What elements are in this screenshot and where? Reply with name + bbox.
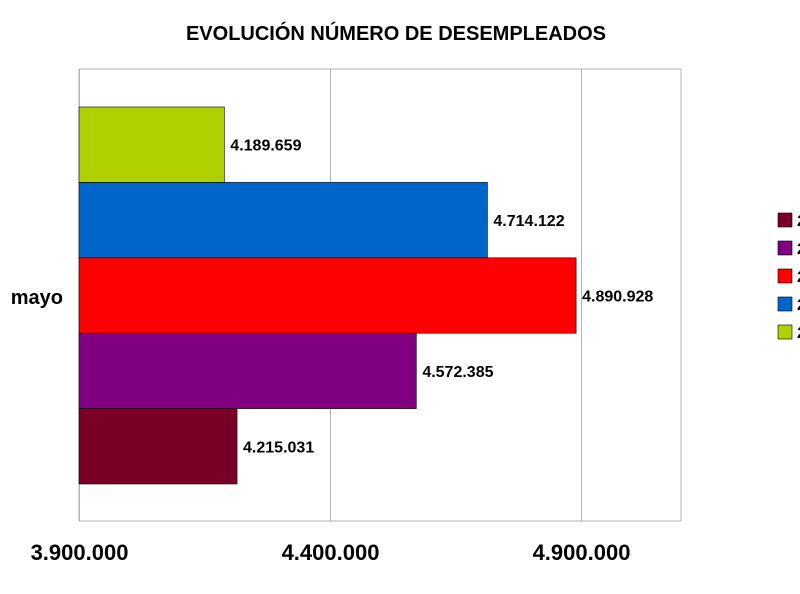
legend-label: 2	[797, 241, 800, 258]
bar	[78, 332, 417, 409]
x-axis-ticks: 3.900.000 4.400.000 4.900.000	[31, 540, 631, 565]
data-label: 4.890.928	[582, 289, 653, 306]
data-label: 4.572.385	[422, 364, 493, 381]
legend-swatch	[777, 324, 793, 340]
bar	[78, 408, 238, 485]
legend-swatch	[777, 268, 793, 284]
legend: 2 2 2 2 2	[777, 212, 800, 342]
legend-label: 2	[797, 213, 800, 230]
bar	[78, 106, 225, 183]
x-tick-label: 4.400.000	[282, 540, 380, 565]
legend-swatch	[777, 212, 793, 228]
data-label: 4.215.031	[243, 439, 314, 456]
legend-swatch	[777, 296, 793, 312]
legend-swatch	[777, 240, 793, 256]
legend-label: 2	[797, 269, 800, 286]
legend-label: 2	[797, 297, 800, 314]
bar	[78, 257, 577, 334]
category-label: mayo	[11, 287, 63, 309]
x-tick-label: 4.900.000	[533, 540, 631, 565]
data-label: 4.714.122	[493, 213, 564, 230]
data-label: 4.189.659	[230, 138, 301, 155]
chart-title: EVOLUCIÓN NÚMERO DE DESEMPLEADOS	[186, 21, 606, 45]
legend-label: 2	[797, 325, 800, 342]
data-labels: 4.215.031 4.572.385 4.890.928 4.714.122 4.18…	[230, 138, 653, 457]
bar	[78, 182, 488, 259]
x-tick-label: 3.900.000	[31, 540, 129, 565]
bars	[78, 106, 577, 485]
